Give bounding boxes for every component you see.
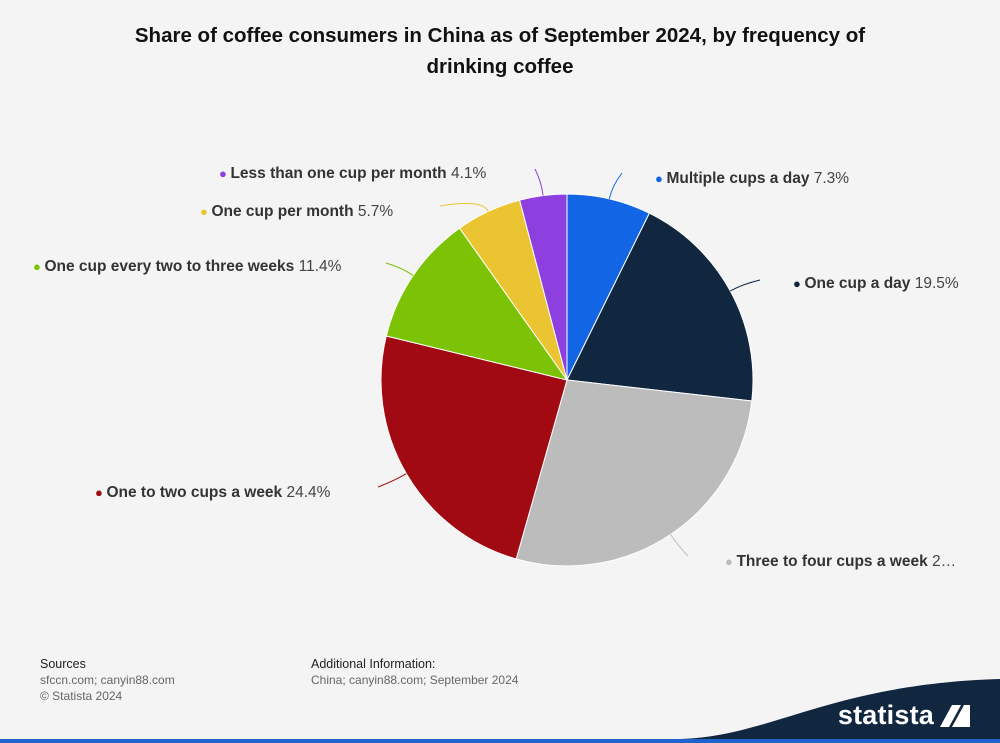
leader-line-7 — [534, 168, 544, 196]
slice-value: 2… — [928, 553, 956, 570]
additional-info-block: Additional Information: China; canyin88.… — [311, 656, 518, 688]
slice-name: One cup every two to three weeks — [44, 258, 294, 275]
legend-bullet-icon: ● — [219, 166, 230, 181]
slice-label-2: ● One cup a day 19.5% — [793, 275, 959, 292]
pie-slice-3[interactable] — [515, 379, 753, 567]
pie-slices — [380, 193, 754, 567]
slice-name: Multiple cups a day — [666, 170, 809, 187]
pie-chart: ● Multiple cups a day 7.3%● One cup a da… — [33, 165, 959, 570]
slice-label-5: ● One cup every two to three weeks 11.4% — [33, 258, 342, 275]
sources-title: Sources — [40, 657, 86, 671]
additional-info-text: China; canyin88.com; September 2024 — [311, 673, 519, 687]
pie-slice-7[interactable] — [519, 193, 568, 381]
slice-name: Less than one cup per month — [230, 165, 446, 182]
chart-title: Share of coffee consumers in China as of… — [134, 24, 866, 78]
copyright-text: © Statista 2024 — [40, 689, 123, 703]
slice-label-4: ● One to two cups a week 24.4% — [95, 484, 331, 501]
legend-bullet-icon: ● — [95, 485, 106, 500]
slice-value: 7.3% — [809, 170, 849, 187]
leader-line-5 — [385, 262, 414, 276]
slice-value: 19.5% — [910, 275, 958, 292]
legend-bullet-icon: ● — [33, 259, 44, 274]
footer-band — [680, 679, 1000, 739]
slice-value: 5.7% — [354, 203, 394, 220]
leader-line-2 — [730, 279, 761, 292]
statista-logo-icon — [940, 704, 970, 727]
slice-labels: ● Multiple cups a day 7.3%● One cup a da… — [33, 165, 959, 570]
slice-label-3: ● Three to four cups a week 2… — [725, 553, 956, 570]
legend-bullet-icon: ● — [655, 171, 666, 186]
leader-line-1 — [608, 172, 623, 199]
footer-accent-line — [0, 739, 1000, 743]
pie-slice-2[interactable] — [566, 212, 754, 402]
slice-name: One cup a day — [804, 275, 910, 292]
leader-line-6 — [439, 202, 489, 212]
slice-value: 24.4% — [282, 484, 330, 501]
additional-info-title: Additional Information: — [311, 657, 436, 671]
legend-bullet-icon: ● — [793, 276, 804, 291]
statista-logo[interactable]: statista — [838, 700, 970, 731]
leader-line-4 — [377, 473, 407, 488]
slice-label-1: ● Multiple cups a day 7.3% — [655, 170, 849, 187]
statista-logo-text: statista — [837, 700, 934, 730]
leader-lines — [377, 168, 761, 557]
slice-name: One cup per month — [211, 203, 353, 220]
sources-block: Sources sfccn.com; canyin88.com © Statis… — [40, 656, 175, 704]
slice-label-7: ● Less than one cup per month 4.1% — [219, 165, 486, 182]
leader-line-3 — [670, 534, 689, 557]
slice-name: One to two cups a week — [106, 484, 282, 501]
sources-text[interactable]: sfccn.com; canyin88.com — [40, 673, 175, 687]
legend-bullet-icon: ● — [725, 554, 736, 569]
slice-name: Three to four cups a week — [736, 553, 928, 570]
slice-value: 4.1% — [447, 165, 487, 182]
slice-value: 11.4% — [294, 258, 341, 275]
legend-bullet-icon: ● — [200, 204, 211, 219]
slice-label-6: ● One cup per month 5.7% — [200, 203, 393, 220]
